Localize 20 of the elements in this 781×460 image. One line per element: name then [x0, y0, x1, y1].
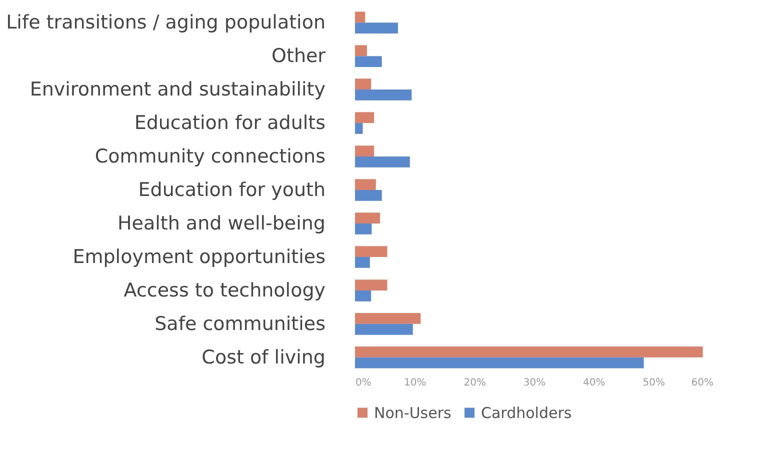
y-tick-label: Education for youth [138, 179, 326, 201]
y-tick-label: Other [272, 45, 326, 68]
x-tick-label: 20% [464, 378, 486, 388]
x-tick-label: 10% [404, 378, 426, 388]
x-tick-label: 0% [356, 378, 372, 388]
y-tick-label: Life transitions / aging population [6, 12, 326, 34]
x-tick-label: 60% [691, 378, 714, 388]
y-tick-label: Access to technology [124, 279, 326, 302]
y-tick-label: Employment opportunities [72, 246, 326, 268]
x-tick-label: 40% [583, 378, 606, 388]
x-tick-label: 50% [642, 378, 665, 388]
legend-label: Non-Users [374, 404, 452, 422]
legend-label: Cardholders [481, 404, 572, 422]
y-tick-label: Safe communities [154, 312, 326, 335]
y-tick-label: Community connections [94, 146, 326, 168]
x-tick-label: 30% [523, 378, 546, 388]
y-tick-label: Education for adults [134, 112, 326, 134]
y-tick-label: Environment and sustainability [30, 78, 326, 101]
y-tick-label: Cost of living [202, 346, 326, 368]
y-tick-label: Health and well-being [118, 212, 326, 234]
